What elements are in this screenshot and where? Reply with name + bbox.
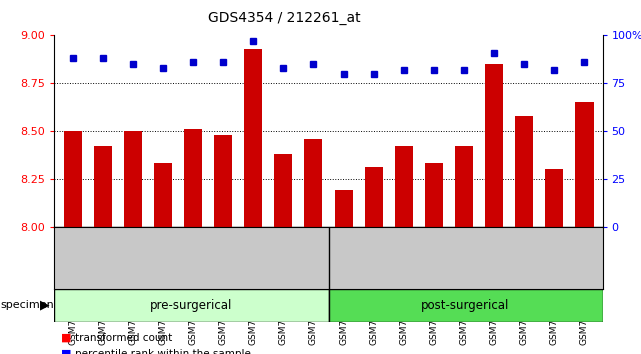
- Text: ■: ■: [61, 333, 71, 343]
- Text: GDS4354 / 212261_at: GDS4354 / 212261_at: [208, 11, 361, 25]
- Bar: [455, 146, 473, 227]
- Bar: [274, 154, 292, 227]
- Bar: [425, 164, 443, 227]
- Text: post-surgerical: post-surgerical: [421, 299, 510, 312]
- Bar: [94, 146, 112, 227]
- Text: transformed count: transformed count: [75, 333, 172, 343]
- Bar: [63, 131, 81, 227]
- Text: percentile rank within the sample: percentile rank within the sample: [75, 349, 251, 354]
- Bar: [515, 116, 533, 227]
- Bar: [124, 131, 142, 227]
- Bar: [545, 169, 563, 227]
- Bar: [335, 190, 353, 227]
- Bar: [365, 167, 383, 227]
- Text: ■: ■: [61, 349, 71, 354]
- Text: ▶: ▶: [40, 299, 49, 312]
- Bar: [184, 129, 202, 227]
- Bar: [576, 102, 594, 227]
- Bar: [304, 139, 322, 227]
- Text: pre-surgerical: pre-surgerical: [150, 299, 233, 312]
- Bar: [485, 64, 503, 227]
- Bar: [244, 49, 262, 227]
- Bar: [328, 289, 603, 322]
- Text: specimen: specimen: [1, 300, 54, 310]
- Bar: [54, 289, 328, 322]
- Bar: [395, 146, 413, 227]
- Bar: [154, 164, 172, 227]
- Bar: [214, 135, 232, 227]
